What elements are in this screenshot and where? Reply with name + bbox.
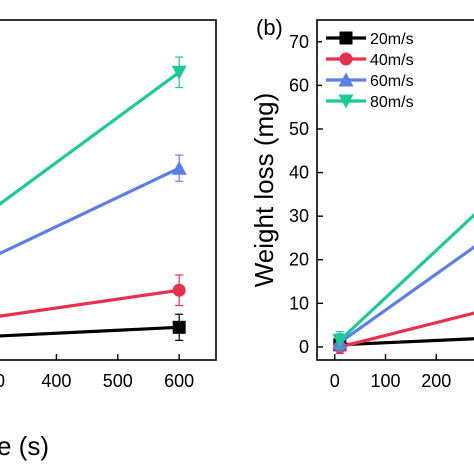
panel-a-plot-area — [0, 56, 187, 341]
series-20m/s — [333, 337, 474, 352]
legend-label: 20m/s — [370, 31, 414, 48]
panel-b: (b) 0 100 200 0 10 20 30 40 50 60 70 Weight loss (… — [249, 15, 474, 391]
series-line — [0, 166, 180, 256]
panel-a-ticks: 00 400 500 600 — [0, 354, 194, 391]
series-20m/s — [0, 313, 186, 341]
panel-a: 00 400 500 600 e (s) — [0, 19, 217, 461]
legend-item: 20m/s — [326, 31, 414, 48]
series-line — [338, 213, 474, 342]
series-80m/s — [332, 213, 474, 350]
legend-item: 60m/s — [326, 72, 414, 90]
panel-b-legend: 20m/s 40m/s 60m/s 80m/s — [322, 28, 414, 116]
data-point — [172, 283, 186, 297]
panel-a-x-axis-label: e (s) — [0, 431, 49, 461]
series-80m/s — [0, 56, 187, 206]
series-60m/s — [0, 154, 187, 256]
legend-marker — [338, 94, 354, 109]
x-tick-label: 400 — [41, 371, 71, 391]
series-line — [0, 325, 180, 338]
panel-b-plot-area — [332, 213, 474, 355]
series-60m/s — [332, 245, 474, 352]
series-line — [0, 71, 181, 206]
y-tick-label: 70 — [289, 32, 309, 52]
panel-b-frame — [316, 19, 474, 361]
series-40m/s — [0, 274, 186, 318]
legend-marker — [339, 31, 353, 45]
panel-b-label: (b) — [256, 15, 283, 40]
panel-a-frame — [0, 19, 217, 361]
series-line — [339, 311, 474, 349]
x-tick-label: 0 — [330, 371, 340, 391]
x-tick-label: 600 — [164, 371, 194, 391]
panel-b-y-axis-label: Weight loss (mg) — [249, 93, 279, 288]
legend-label: 60m/s — [370, 73, 414, 90]
x-tick-label: 00 — [0, 371, 5, 391]
legend-marker — [338, 72, 354, 87]
y-tick-label: 50 — [289, 119, 309, 139]
x-tick-label: 500 — [103, 371, 133, 391]
series-line — [339, 337, 474, 347]
series-line — [338, 245, 474, 344]
legend-item: 80m/s — [326, 94, 414, 111]
y-tick-label: 30 — [289, 206, 309, 226]
legend-label: 80m/s — [370, 94, 414, 111]
data-point — [171, 160, 187, 175]
x-tick-label: 100 — [370, 371, 400, 391]
legend-label: 40m/s — [370, 52, 414, 69]
y-tick-label: 10 — [289, 293, 309, 313]
panel-b-ticks: 0 100 200 0 10 20 30 40 50 60 70 — [289, 32, 451, 391]
x-tick-label: 200 — [421, 371, 451, 391]
legend-marker — [339, 52, 353, 66]
data-point — [332, 333, 348, 348]
data-point — [172, 320, 186, 334]
y-tick-label: 60 — [289, 75, 309, 95]
y-tick-label: 0 — [299, 337, 309, 357]
legend-item: 40m/s — [326, 52, 414, 69]
y-tick-label: 40 — [289, 163, 309, 183]
data-point — [171, 65, 187, 80]
series-line — [0, 288, 180, 318]
y-tick-label: 20 — [289, 250, 309, 270]
